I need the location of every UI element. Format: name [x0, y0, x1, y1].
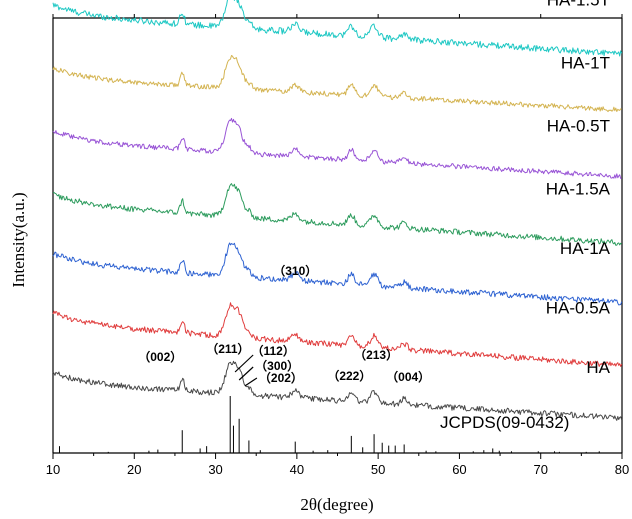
- peak-annotation: （300）: [255, 358, 299, 373]
- peak-annotation: （310）: [273, 263, 317, 278]
- peak-annotation: （202）: [259, 370, 303, 385]
- series-line: [52, 117, 622, 179]
- series-line: [52, 302, 623, 367]
- x-tick-label: 30: [208, 462, 222, 477]
- series-traces: [52, 0, 623, 421]
- series-line: [52, 242, 623, 306]
- series-label: HA-1T: [561, 54, 610, 73]
- reference-sticks: [59, 396, 600, 453]
- ref-label: JCPDS(09-0432): [440, 413, 569, 432]
- x-tick-label: 10: [46, 462, 60, 477]
- peak-annotation: （002）: [138, 349, 182, 364]
- annotation-leader: [238, 366, 254, 381]
- series-label: HA-1.5T: [547, 0, 610, 10]
- annotation-leader: [244, 377, 258, 387]
- series-label: HA-1.5A: [546, 180, 611, 199]
- peak-annotation: （222）: [327, 368, 371, 383]
- series-label: HA-0.5A: [546, 299, 611, 318]
- series-label: HA-0.5T: [547, 117, 610, 136]
- x-ticks: 10 20 30 40 50 60 70 80: [46, 14, 629, 477]
- series-label: HA-1A: [560, 239, 611, 258]
- x-tick-label: 60: [452, 462, 466, 477]
- annotation-leader: [234, 354, 254, 373]
- x-tick-label: 40: [290, 462, 304, 477]
- peak-annotation: （112）: [251, 343, 294, 358]
- series-line: [52, 55, 622, 113]
- x-tick-label: 80: [615, 462, 629, 477]
- series-line: [52, 183, 622, 246]
- series-line: [52, 0, 623, 57]
- x-axis-title: 2θ(degree): [300, 495, 373, 514]
- series-labels: HA-1.5T HA-1T HA-0.5T HA-1.5A HA-1A HA-0.5A HA: [546, 0, 611, 377]
- peak-annotation: （211）: [206, 341, 249, 356]
- series-line: [52, 360, 623, 421]
- peak-annotation: （004）: [386, 369, 430, 384]
- series-label: HA: [586, 358, 610, 377]
- x-tick-label: 20: [127, 462, 141, 477]
- peak-annotations: （002） （211） （112）（300）（202） （310） （222） （213）…: [138, 263, 430, 387]
- x-tick-label: 70: [533, 462, 547, 477]
- x-tick-label: 50: [371, 462, 385, 477]
- y-axis-title: Intensity(a.u.): [9, 192, 28, 287]
- peak-annotation: （213）: [354, 347, 398, 362]
